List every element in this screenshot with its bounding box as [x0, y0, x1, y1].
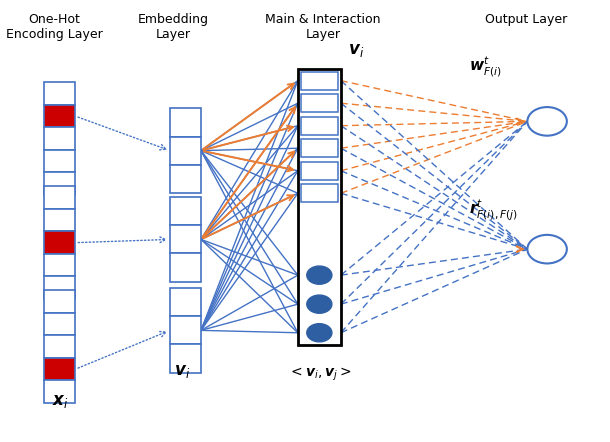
- Bar: [45, 232, 76, 254]
- Bar: [301, 117, 338, 135]
- Bar: [170, 225, 201, 253]
- Text: $\boldsymbol{x}_i$: $\boldsymbol{x}_i$: [51, 392, 68, 410]
- Bar: [301, 72, 338, 90]
- Bar: [45, 127, 76, 150]
- Bar: [170, 165, 201, 193]
- Bar: [45, 254, 76, 276]
- Bar: [45, 172, 76, 195]
- Text: One-Hot
Encoding Layer: One-Hot Encoding Layer: [5, 13, 102, 41]
- Text: Embedding
Layer: Embedding Layer: [138, 13, 209, 41]
- Bar: [45, 276, 76, 299]
- Bar: [45, 335, 76, 358]
- Bar: [170, 344, 201, 373]
- Text: $\boldsymbol{v}_i$: $\boldsymbol{v}_i$: [348, 41, 364, 58]
- Bar: [45, 150, 76, 172]
- Bar: [45, 313, 76, 335]
- Bar: [301, 184, 338, 202]
- Bar: [45, 290, 76, 313]
- Circle shape: [528, 107, 567, 136]
- Bar: [170, 137, 201, 165]
- Bar: [45, 187, 76, 209]
- Bar: [170, 316, 201, 344]
- Bar: [45, 209, 76, 232]
- Bar: [301, 139, 338, 157]
- Text: Main & Interaction
Layer: Main & Interaction Layer: [265, 13, 381, 41]
- Bar: [45, 381, 76, 403]
- Text: Output Layer: Output Layer: [485, 13, 567, 26]
- Text: $\boldsymbol{w}^t_{F(i)}$: $\boldsymbol{w}^t_{F(i)}$: [470, 55, 502, 79]
- Text: $<\boldsymbol{v}_i, \boldsymbol{v}_j>$: $<\boldsymbol{v}_i, \boldsymbol{v}_j>$: [287, 366, 351, 383]
- Text: $\boldsymbol{v}_i$: $\boldsymbol{v}_i$: [174, 362, 190, 380]
- Bar: [298, 69, 341, 345]
- Bar: [170, 253, 201, 282]
- Bar: [301, 162, 338, 180]
- Bar: [170, 197, 201, 225]
- Bar: [45, 105, 76, 127]
- Bar: [170, 108, 201, 137]
- Circle shape: [528, 235, 567, 263]
- Bar: [170, 288, 201, 316]
- Text: $\boldsymbol{r}^t_{F(i),F(j)}$: $\boldsymbol{r}^t_{F(i),F(j)}$: [470, 198, 518, 223]
- Circle shape: [307, 324, 332, 342]
- Bar: [301, 94, 338, 112]
- Bar: [45, 358, 76, 381]
- Bar: [45, 82, 76, 105]
- Circle shape: [307, 295, 332, 313]
- Circle shape: [307, 266, 332, 284]
